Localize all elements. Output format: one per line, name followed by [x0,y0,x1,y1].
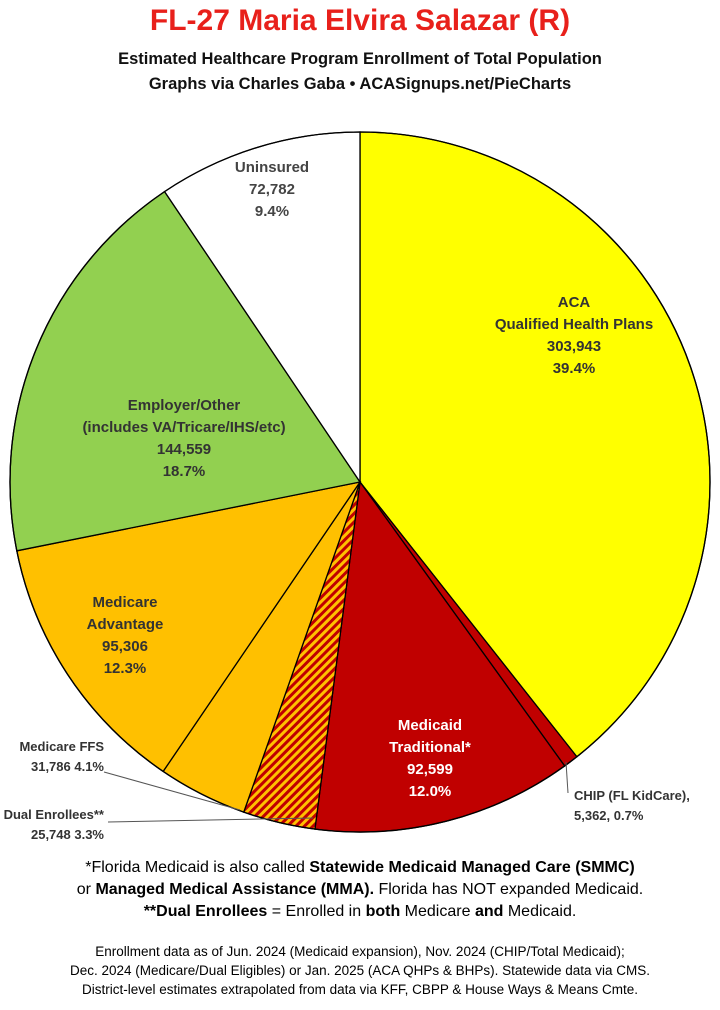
footnote-dual: **Dual Enrollees = Enrolled in both Medi… [143,903,577,920]
slice-label-dual: Dual Enrollees** 25,748 3.3% [4,807,105,842]
source-note-3: District-level estimates extrapolated fr… [82,982,638,997]
slice-label-chip: CHIP (FL KidCare), 5,362, 0.7% [574,788,690,823]
chart-credit: Graphs via Charles Gaba • ACASignups.net… [148,75,572,93]
leader-line-ffs [103,771,241,811]
pie-slices [9,131,711,833]
chart-subtitle: Estimated Healthcare Program Enrollment … [118,50,602,68]
pie-chart: ACA Qualified Health Plans 303,943 39.4% CHI… [4,131,711,842]
leader-line-chip [565,761,569,794]
footnote-mma: or Managed Medical Assistance (MMA). Flo… [76,881,644,898]
slice-label-ma: Medicare Advantage 95,306 12.3% [87,594,164,677]
leader-lines [103,761,569,823]
slice-label-uninsured: Uninsured 72,782 9.4% [235,159,309,220]
slice-label-medicaid: Medicaid Traditional* 92,599 12.0% [389,717,471,800]
source-note-1: Enrollment data as of Jun. 2024 (Medicai… [95,944,625,959]
source-note-2: Dec. 2024 (Medicare/Dual Eligibles) or J… [70,963,650,978]
slice-label-employer: Employer/Other (includes VA/Tricare/IHS/e… [82,397,285,480]
slice-label-ffs: Medicare FFS 31,786 4.1% [19,739,104,774]
slice-labels: ACA Qualified Health Plans 303,943 39.4% CHI… [4,159,690,842]
page-title: FL-27 Maria Elvira Salazar (R) [149,4,571,37]
slice-label-aca: ACA Qualified Health Plans 303,943 39.4% [495,294,653,377]
pie-outline [9,131,711,833]
footnote-smmc: *Florida Medicaid is also called Statewi… [85,859,635,876]
leader-line-dual [107,817,314,823]
